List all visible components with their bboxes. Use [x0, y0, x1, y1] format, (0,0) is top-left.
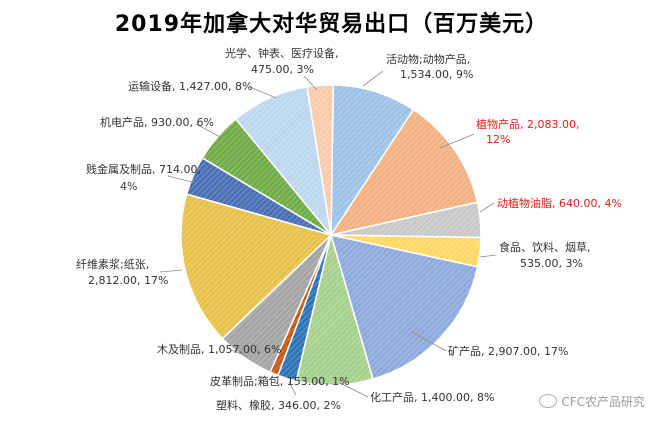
leader-line [167, 175, 197, 184]
leader-line [411, 331, 447, 352]
slice-label: 机电产品, 930.00, 6% [100, 115, 214, 129]
pie-slice-texture [181, 194, 331, 339]
pie-slice-group [234, 86, 333, 238]
slice-label: 皮革制品;箱包, 153.00, 1% [210, 374, 350, 388]
pie-slice-group [329, 108, 479, 237]
slice-label: 12% [486, 133, 510, 146]
slice-label: 木及制品, 1,057.00, 6% [157, 343, 281, 356]
slice-label: 4% [120, 180, 137, 193]
pie-slice-group [330, 84, 415, 238]
slice-label: 矿产品, 2,907.00, 17% [448, 344, 568, 358]
leader-line [303, 75, 318, 91]
pie-slice-texture [235, 86, 331, 235]
leader-line [273, 375, 280, 379]
leader-line [159, 269, 183, 273]
pie-slice-texture [331, 85, 414, 235]
pie-slice-texture [202, 119, 331, 235]
slice-label: 535.00, 3% [520, 257, 583, 270]
pie-slice-group [329, 233, 479, 380]
slice-label: 食品、饮料、烟草, [499, 240, 591, 254]
slice-label: 动植物油脂, 640.00, 4% [497, 196, 622, 210]
leader-line [195, 123, 223, 139]
pie-slice-texture [331, 202, 481, 238]
watermark: CFC农产品研究 [539, 393, 645, 410]
watermark-text: CFC农产品研究 [561, 395, 645, 409]
chart-title: 2019年加拿大对华贸易出口（百万美元） [114, 12, 549, 37]
leader-line [339, 382, 369, 398]
slice-label: 贱金属及制品, 714.00, [86, 162, 201, 176]
pie-slice-group [306, 84, 335, 236]
slice-label: 纤维素浆;纸张, [76, 257, 149, 271]
pie-slice-texture [307, 85, 334, 235]
wechat-icon [539, 394, 558, 408]
slice-label: 塑料、橡胶, 346.00, 2% [216, 398, 341, 412]
leader-line [439, 133, 475, 149]
slice-label: 1,534.00, 9% [400, 68, 473, 81]
leader-line [479, 254, 497, 258]
pie-slice-group [180, 193, 333, 340]
slice-label: 化工产品, 1,400.00, 8% [370, 390, 494, 404]
slice-label: 光学、钟表、医疗设备, [225, 46, 339, 60]
slice-label: 运输设备, 1,427.00, 8% [128, 79, 252, 93]
slice-label: 植物产品, 2,083.00, [476, 117, 579, 131]
leader-line [249, 86, 277, 99]
leader-line [288, 381, 297, 396]
pie-slice-texture [331, 109, 478, 235]
slice-label: 475.00, 3% [251, 63, 314, 76]
slice-label: 2,812.00, 17% [88, 274, 168, 287]
leader-line [231, 349, 249, 358]
pie-slice-texture [186, 157, 331, 235]
pie-slice-texture [296, 235, 373, 385]
pie-slice-texture [331, 235, 478, 380]
pie-slice-texture [222, 235, 331, 373]
leader-line [479, 202, 495, 213]
slice-label: 活动物;动物产品, [386, 52, 470, 66]
leader-line [362, 70, 384, 87]
